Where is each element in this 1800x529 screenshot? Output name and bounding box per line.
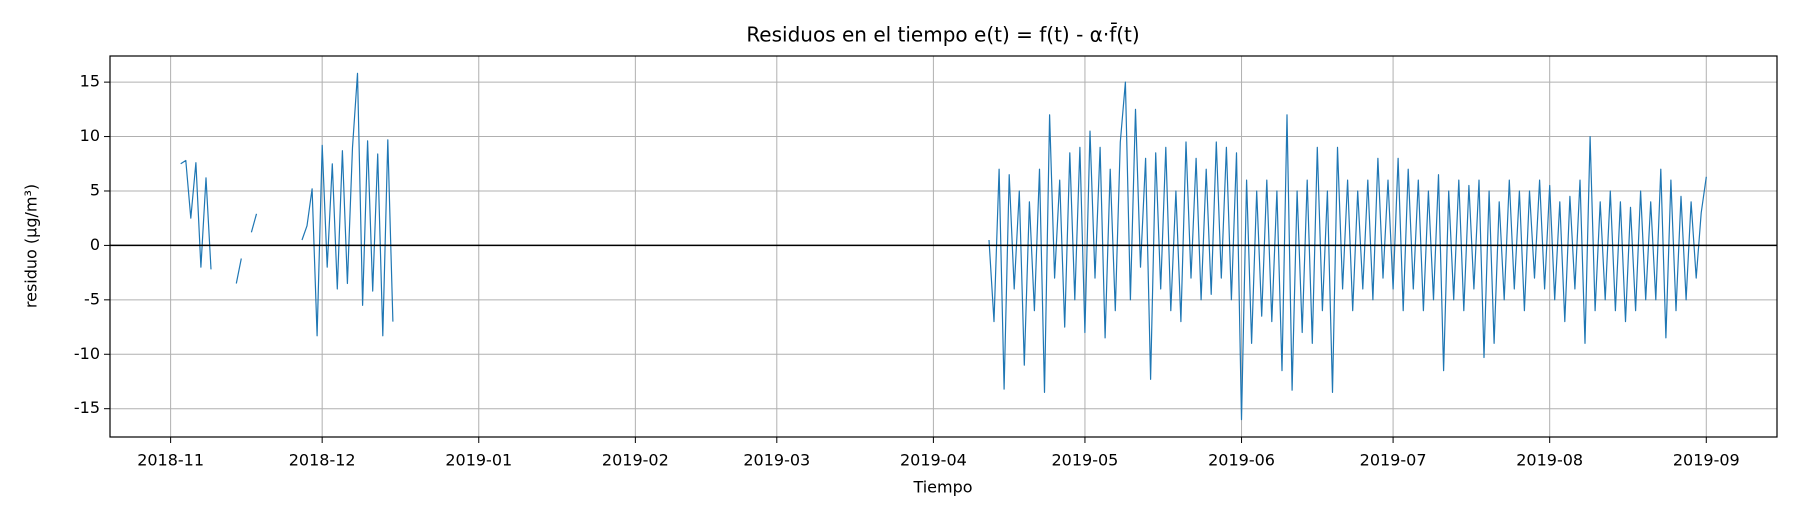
x-tick-label: 2019-07 (1360, 451, 1427, 470)
x-axis-label: Tiempo (912, 478, 972, 497)
y-tick-label: 15 (80, 72, 100, 91)
chart-title: Residuos en el tiempo e(t) = f(t) - α·f̄… (746, 22, 1139, 47)
y-tick-label: 5 (90, 180, 100, 199)
x-tick-label: 2019-04 (900, 451, 967, 470)
y-tick-label: -5 (84, 289, 100, 308)
x-tick-label: 2018-11 (137, 451, 204, 470)
data-line (180, 72, 1707, 421)
x-tick-label: 2019-09 (1673, 451, 1740, 470)
x-tick-label: 2019-01 (445, 451, 512, 470)
x-tick-label: 2019-03 (743, 451, 810, 470)
y-tick-label: -15 (74, 398, 100, 417)
y-tick-label: 0 (90, 235, 100, 254)
x-tick-label: 2019-08 (1516, 451, 1583, 470)
x-tick-label: 2018-12 (289, 451, 356, 470)
x-tick-label: 2019-06 (1208, 451, 1275, 470)
y-tick-label: 10 (80, 126, 100, 145)
x-tick-label: 2019-02 (602, 451, 669, 470)
x-tick-label: 2019-05 (1052, 451, 1119, 470)
plot-frame (109, 55, 1778, 438)
y-tick-label: -10 (74, 344, 100, 363)
y-axis-label: residuo (µg/m³) (22, 184, 41, 308)
